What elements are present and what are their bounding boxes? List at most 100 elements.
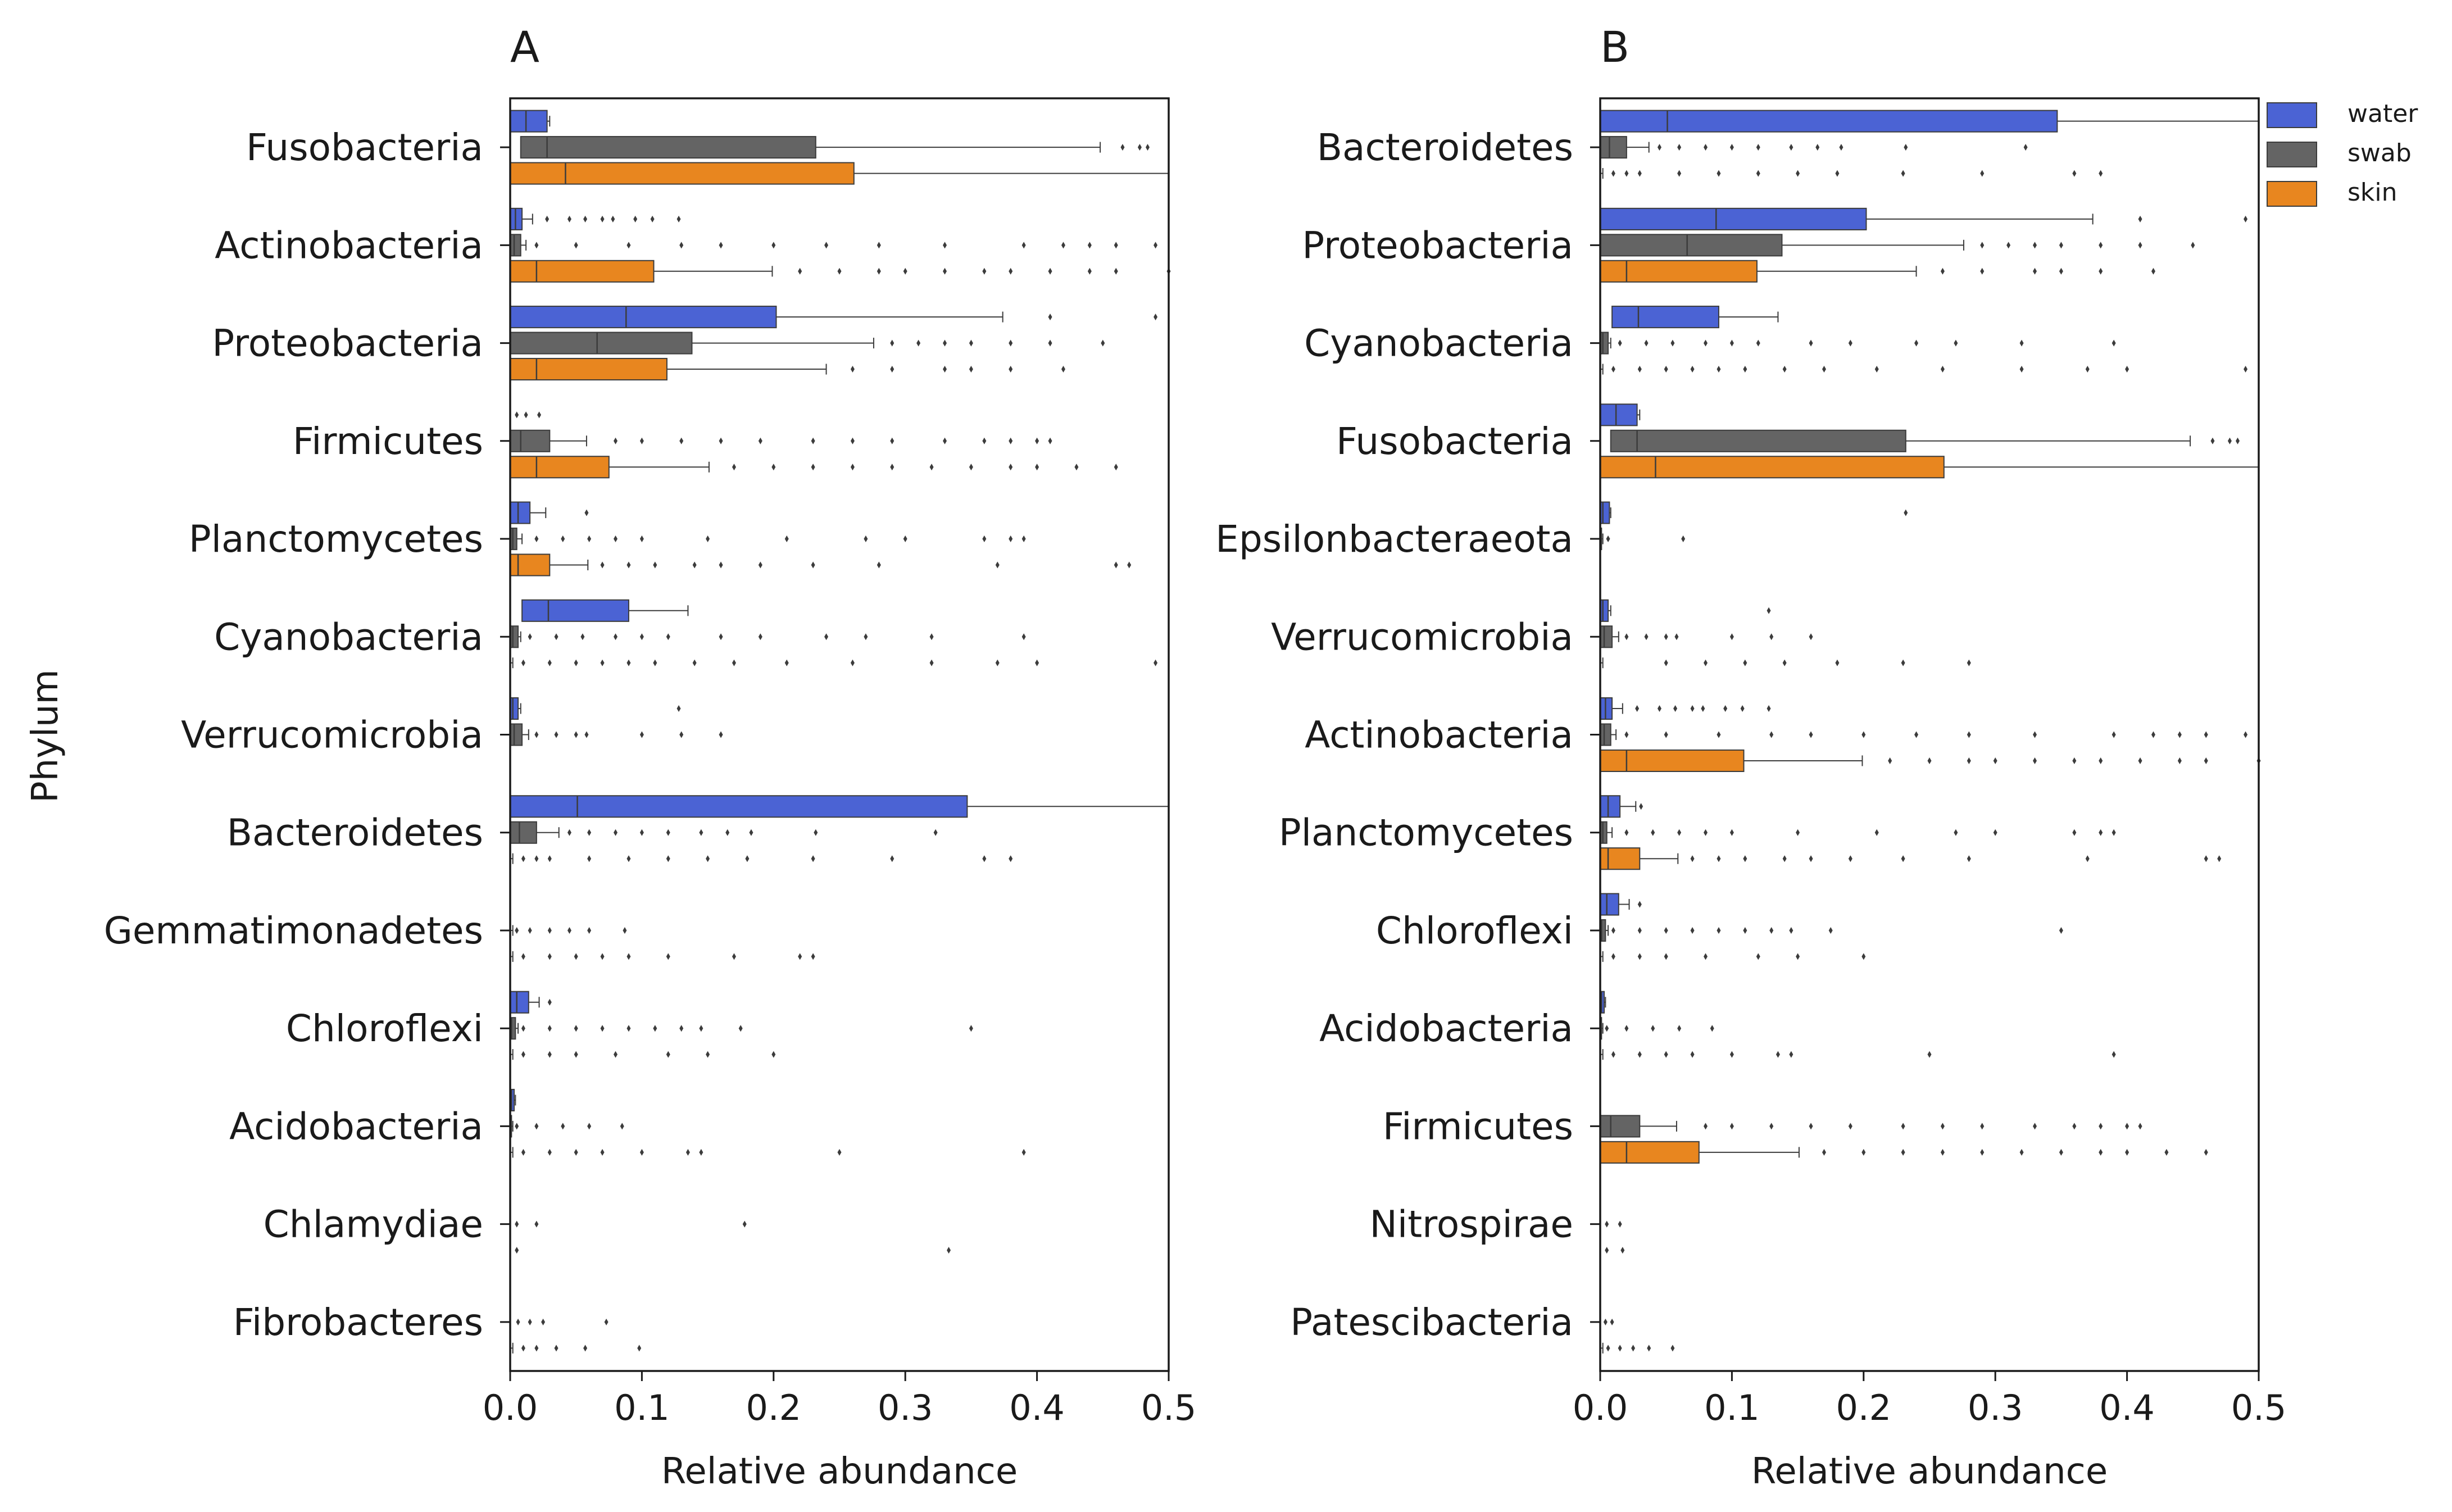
outlier-bacteroidetes-skin-9 [1980,170,1985,177]
outlier-firmicutes-swab-8 [943,437,947,444]
outlier-cyanobacteria-skin-4 [626,659,631,666]
outlier-actinobacteria-swab-9 [1021,242,1026,249]
outlier-firmicutes-swab-12 [2138,1123,2142,1130]
box-verrucomicrobia-water [1600,599,1771,622]
x-tick-label-0-3: 0.3 [1968,1387,2023,1428]
outlier-firmicutes-skin-0 [732,464,736,471]
outlier-planctomycetes-water-0 [584,509,589,516]
box-cyanobacteria-water [1611,306,1779,329]
box-bacteroidetes-skin [509,848,1013,870]
outlier-acidobacteria-swab-0 [515,1123,519,1130]
outlier-acidobacteria-swab-0 [1605,1025,1609,1032]
outlier-proteobacteria-swab-2 [2033,242,2037,249]
outlier-chloroflexi-swab-6 [1769,927,1774,934]
outlier-patescibacteria-skin-4 [1670,1345,1675,1352]
outlier-planctomycetes-swab-9 [2072,829,2077,836]
outlier-chloroflexi-swab-6 [679,1025,684,1032]
outlier-actinobacteria-swab-10 [1061,242,1065,249]
box-cyanobacteria-skin [509,652,1158,674]
outlier-planctomycetes-swab-4 [639,535,644,543]
outlier-cyanobacteria-skin-13 [2244,366,2248,373]
outlier-bacteroidetes-swab-6 [1815,144,1820,151]
x-tick-label-0-4: 0.4 [2099,1387,2155,1428]
box-chloroflexi-swab [1600,919,2063,942]
outlier-cyanobacteria-swab-3 [1704,339,1708,347]
outlier-acidobacteria-skin-7 [837,1148,842,1156]
outlier-planctomycetes-skin-4 [1809,855,1813,862]
outlier-planctomycetes-skin-7 [1967,855,1971,862]
iqr-box-fusobacteria-skin [1600,456,1945,479]
outlier-actinobacteria-swab-10 [2151,731,2155,738]
box-proteobacteria-swab [1600,234,2195,257]
outlier-actinobacteria-swab-2 [626,242,631,249]
outlier-proteobacteria-swab-4 [2099,242,2103,249]
iqr-box-fusobacteria-water [510,110,548,133]
category-label-gemmatimonadetes: Gemmatimonadetes [104,909,483,952]
outlier-firmicutes-skin-3 [1940,1148,1945,1156]
outlier-planctomycetes-swab-11 [2112,829,2116,836]
outlier-patescibacteria-swab-1 [1610,1318,1614,1325]
outlier-cyanobacteria-swab-11 [1021,633,1026,641]
outlier-actinobacteria-skin-3 [903,267,907,275]
outlier-chloroflexi-skin-6 [771,1051,776,1058]
box-cyanobacteria-skin [1599,358,2248,380]
outlier-proteobacteria-skin-5 [2151,267,2155,275]
outlier-actinobacteria-skin-5 [982,267,987,275]
outlier-planctomycetes-swab-2 [587,535,592,543]
outlier-gemmatimonadetes-skin-8 [811,953,815,960]
y-axis-label: Phylum [25,669,66,803]
outlier-actinobacteria-water-0 [1635,705,1640,712]
outlier-acidobacteria-skin-3 [1690,1051,1695,1058]
outlier-actinobacteria-swab-7 [1967,731,1971,738]
outlier-firmicutes-swab-5 [1901,1123,1905,1130]
iqr-box-verrucomicrobia-water [510,697,519,720]
outlier-firmicutes-skin-9 [1074,464,1079,471]
outlier-planctomycetes-skin-0 [1690,855,1695,862]
outlier-acidobacteria-skin-5 [685,1148,690,1156]
outlier-actinobacteria-skin-4 [943,267,947,275]
outlier-proteobacteria-skin-2 [943,366,947,373]
outlier-cyanobacteria-skin-2 [574,659,578,666]
outlier-planctomycetes-swab-10 [2099,829,2103,836]
box-cyanobacteria-swab [510,625,1026,648]
outlier-acidobacteria-swab-1 [534,1123,539,1130]
outlier-bacteroidetes-swab-5 [699,829,703,836]
iqr-box-actinobacteria-swab [1600,723,1611,746]
outlier-planctomycetes-skin-1 [626,561,631,569]
outlier-fibrobacteres-skin-4 [637,1345,642,1352]
outlier-bacteroidetes-swab-0 [1657,144,1661,151]
outlier-acidobacteria-skin-6 [1789,1051,1793,1058]
x-tick-label-0-1: 0.1 [614,1387,670,1428]
outlier-bacteroidetes-skin-8 [811,855,815,862]
category-label-chloroflexi: Chloroflexi [286,1007,483,1050]
outlier-fibrobacteres-skin-2 [554,1345,558,1352]
outlier-proteobacteria-skin-4 [1009,366,1013,373]
category-label-acidobacteria: Acidobacteria [1319,1007,1573,1050]
outlier-actinobacteria-swab-8 [943,242,947,249]
outlier-chloroflexi-swab-4 [626,1025,631,1032]
outlier-actinobacteria-water-7 [1767,705,1771,712]
box-planctomycetes-swab [1600,821,2116,844]
outlier-chloroflexi-swab-3 [600,1025,605,1032]
outlier-actinobacteria-swab-12 [1114,242,1118,249]
box-cyanobacteria-swab [1600,332,2116,355]
box-proteobacteria-water [510,306,1158,329]
outlier-verrucomicrobia-swab-1 [1644,633,1649,641]
outlier-proteobacteria-swab-3 [2059,242,2063,249]
outlier-planctomycetes-swab-2 [1677,829,1682,836]
outlier-acidobacteria-swab-2 [561,1123,565,1130]
outlier-fusobacteria-swab-2 [2235,437,2240,444]
outlier-acidobacteria-skin-7 [1927,1051,1932,1058]
outlier-bacteroidetes-skin-1 [534,855,539,862]
outlier-firmicutes-skin-1 [1861,1148,1866,1156]
category-label-planctomycetes: Planctomycetes [1279,811,1573,855]
outlier-planctomycetes-swab-6 [784,535,789,543]
outlier-cyanobacteria-skin-6 [1782,366,1787,373]
box-verrucomicrobia-swab [1600,625,1813,648]
category-label-planctomycetes: Planctomycetes [189,517,483,561]
outlier-gemmatimonadetes-skin-0 [521,953,525,960]
outlier-cyanobacteria-skin-11 [2085,366,2090,373]
iqr-box-planctomycetes-water [510,501,531,524]
outlier-firmicutes-swab-12 [1048,437,1052,444]
outlier-chloroflexi-swab-1 [1637,927,1642,934]
